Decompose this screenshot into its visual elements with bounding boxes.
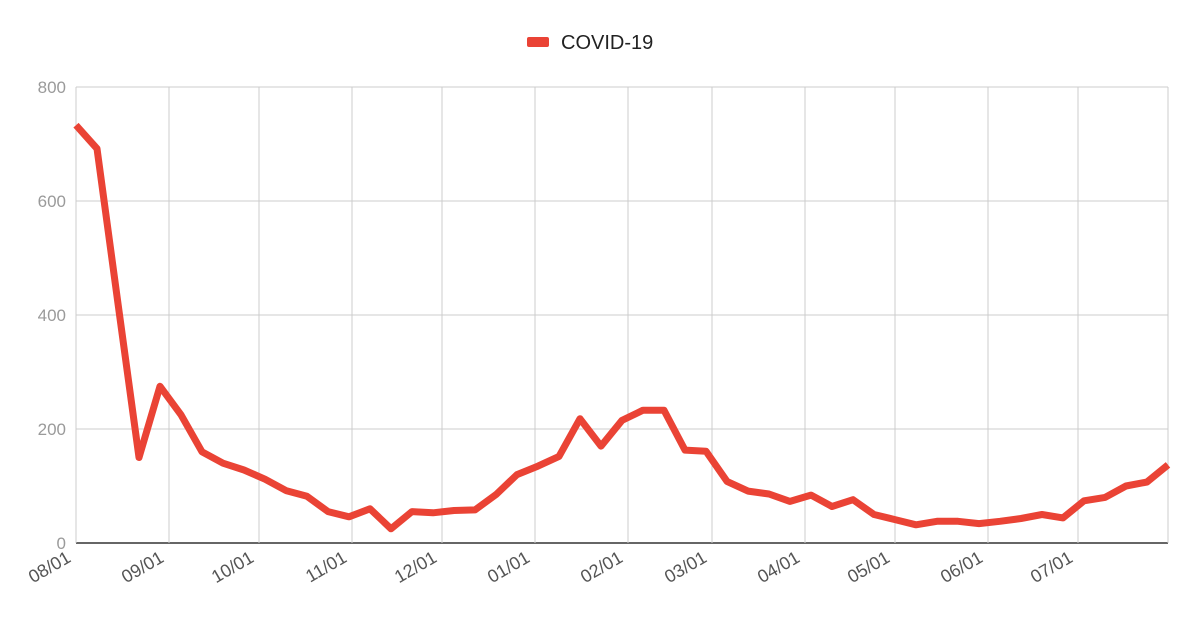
- x-tick-label: 09/01: [118, 547, 167, 587]
- x-tick-label: 04/01: [754, 547, 803, 587]
- y-tick-label: 800: [38, 78, 66, 97]
- x-tick-label: 03/01: [661, 547, 710, 587]
- y-axis: 0 200 400 600 800: [38, 78, 66, 553]
- x-tick-label: 08/01: [25, 547, 74, 587]
- series-layer: [73, 122, 1171, 533]
- y-tick-label: 0: [57, 534, 66, 553]
- y-tick-label: 200: [38, 420, 66, 439]
- y-tick-label: 400: [38, 306, 66, 325]
- x-tick-label: 06/01: [937, 547, 986, 587]
- x-axis: 08/01 09/01 10/01 11/01 12/01 01/01 02/01 03/01…: [25, 547, 1076, 587]
- series-line-covid-19: [73, 122, 1171, 533]
- x-tick-label: 05/01: [844, 547, 893, 587]
- x-tick-label: 01/01: [484, 547, 533, 587]
- x-tick-label: 02/01: [577, 547, 626, 587]
- legend-label-covid-19: COVID-19: [561, 32, 653, 54]
- y-tick-label: 600: [38, 192, 66, 211]
- legend-swatch-covid-19: [527, 37, 549, 47]
- grid: [75, 86, 1169, 544]
- legend: COVID-19: [527, 32, 653, 54]
- x-tick-label: 07/01: [1027, 547, 1076, 587]
- x-tick-label: 10/01: [208, 547, 257, 587]
- x-tick-label: 12/01: [391, 547, 440, 587]
- x-tick-label: 11/01: [302, 547, 350, 586]
